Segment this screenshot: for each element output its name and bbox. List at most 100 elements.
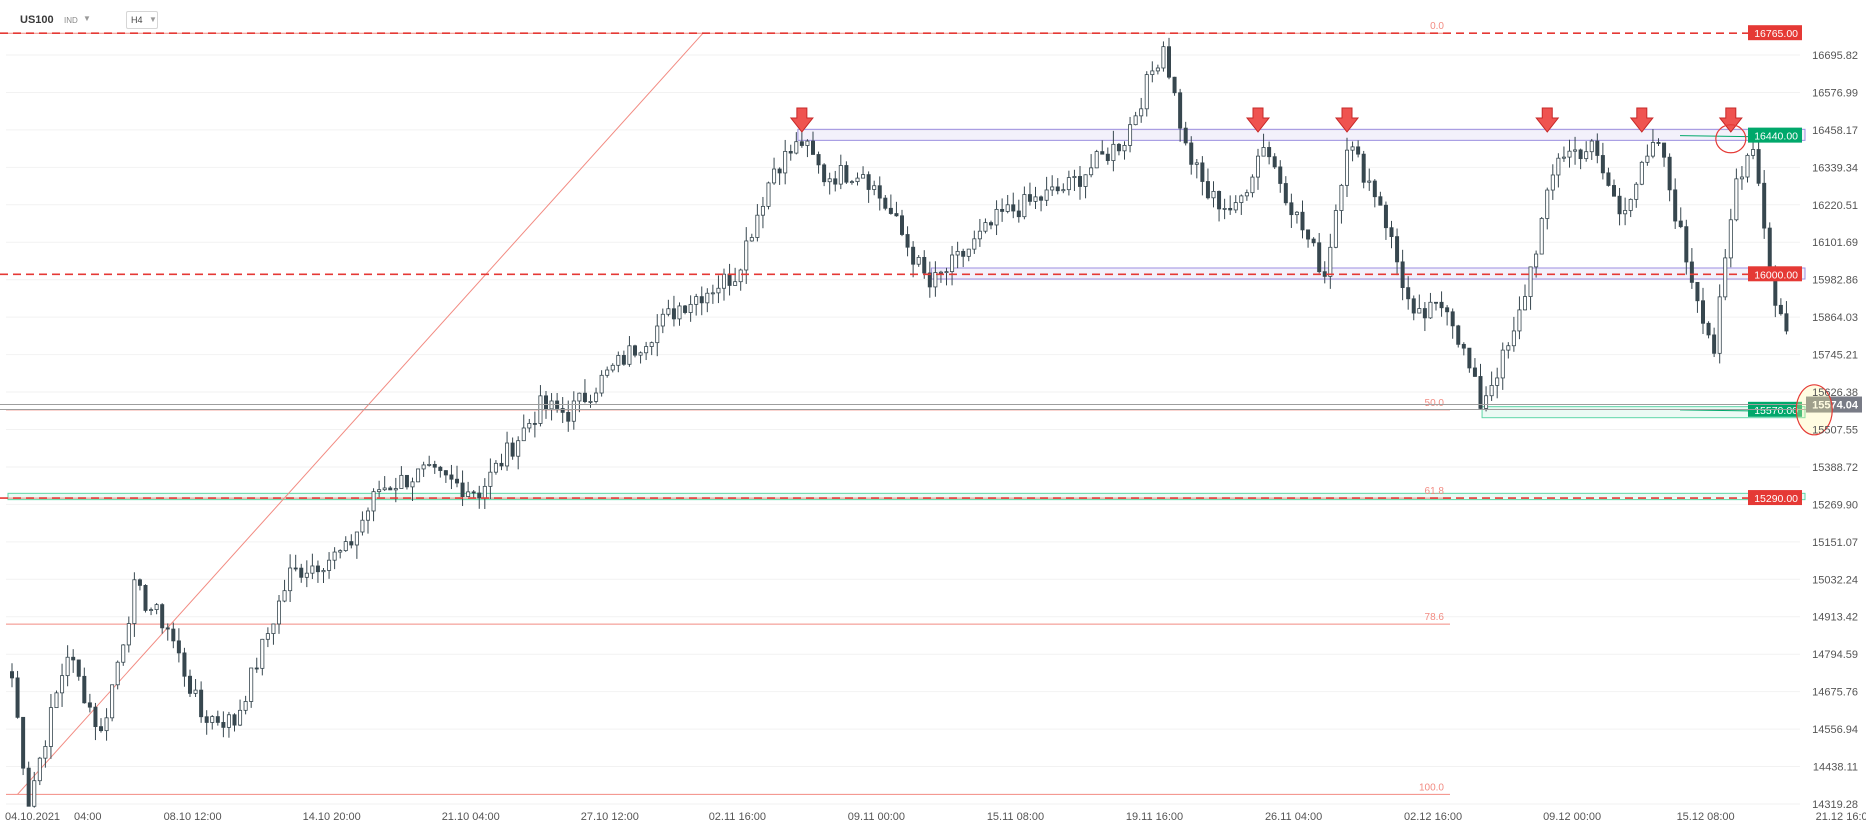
candle-body [1723, 257, 1728, 298]
candle-body [699, 296, 704, 304]
candle [532, 411, 537, 438]
candle [121, 644, 126, 666]
candle [1762, 170, 1767, 239]
candle-body [1517, 309, 1522, 332]
candle [527, 418, 532, 433]
candle [254, 657, 259, 673]
candle-body [733, 281, 738, 286]
candle [1256, 148, 1261, 190]
candle-body [1228, 207, 1233, 211]
candle [132, 572, 137, 637]
candle-body [332, 551, 337, 561]
candle [1333, 204, 1338, 249]
candle-body [299, 567, 304, 578]
candle [516, 436, 521, 470]
candle-body [888, 207, 893, 214]
candle-body [621, 355, 626, 365]
x-tick-label: 19.11 16:00 [1126, 811, 1183, 823]
candle [1328, 233, 1333, 289]
x-tick-label: 15.12 08:00 [1677, 811, 1735, 823]
candle [1272, 153, 1277, 170]
x-tick-label: 09.12 00:00 [1543, 811, 1601, 823]
candle-body [560, 408, 565, 413]
candle-body [1556, 157, 1561, 176]
candle [443, 470, 448, 483]
candle-body [1573, 149, 1578, 152]
candle-body [1534, 253, 1539, 268]
candle [1139, 97, 1144, 123]
candle-body [293, 567, 298, 570]
candle-body [87, 702, 92, 708]
candle-body [404, 474, 409, 488]
candle [911, 241, 916, 278]
candle [460, 470, 465, 507]
candle-body [738, 269, 743, 283]
y-tick-label: 15507.55 [1812, 425, 1858, 437]
candle [1378, 191, 1383, 206]
candle-body [1161, 46, 1166, 69]
candle-body [1506, 345, 1511, 351]
market-label: IND [64, 16, 78, 25]
candle-body [527, 423, 532, 429]
candle [1634, 182, 1639, 208]
candle [733, 267, 738, 286]
candle [143, 584, 148, 613]
candle-body [788, 151, 793, 154]
candle-body [488, 471, 493, 487]
candle [332, 547, 337, 570]
candle-body [1306, 229, 1311, 240]
candle-body [1322, 271, 1327, 277]
candle [616, 351, 621, 373]
candle-body [421, 464, 426, 470]
candle-body [1250, 176, 1255, 194]
candle [1756, 136, 1761, 187]
fib-label: 100.0 [1419, 782, 1444, 793]
candle-body [1261, 147, 1266, 157]
candle [1066, 170, 1071, 196]
candle-body [1528, 266, 1533, 297]
candle-body [822, 164, 827, 183]
candle-body [722, 273, 727, 289]
candle [1723, 248, 1728, 301]
candle-body [21, 716, 26, 769]
candle [1495, 367, 1500, 399]
candle [60, 663, 65, 707]
candle [989, 220, 994, 230]
candle-body [994, 208, 999, 226]
candle-body [54, 692, 59, 709]
candle-body [71, 656, 76, 661]
market-dropdown-icon[interactable]: ▼ [83, 14, 91, 23]
candle-body [955, 250, 960, 256]
candle [1389, 220, 1394, 249]
candle-body [48, 707, 53, 747]
candle-body [449, 474, 454, 480]
candle [994, 200, 999, 236]
candle-body [365, 510, 370, 521]
fib-label: 50.0 [1425, 398, 1445, 409]
y-tick-label: 14438.11 [1813, 762, 1858, 774]
candle [1267, 141, 1272, 165]
symbol-label[interactable]: US100 [20, 14, 54, 26]
timeframe-select[interactable]: H4 ▼ [126, 11, 158, 29]
candle-body [922, 256, 927, 274]
candle-body [1561, 156, 1566, 159]
candle-body [443, 470, 448, 476]
candle-body [1739, 176, 1744, 180]
candle [1784, 301, 1789, 335]
candle [1589, 138, 1594, 160]
candle-body [360, 519, 365, 533]
y-tick-label: 16458.17 [1812, 125, 1858, 137]
candle [1055, 178, 1060, 195]
candle [866, 171, 871, 203]
candle [1584, 141, 1589, 162]
candle-body [482, 485, 487, 499]
candle [655, 314, 660, 357]
candle-body [1050, 186, 1055, 191]
current-price-label: 15574.04 [1812, 400, 1859, 412]
candle-body [849, 181, 854, 184]
candle [115, 660, 120, 690]
candle-body [1595, 140, 1600, 156]
candle-body [1389, 227, 1394, 238]
candle [1161, 41, 1166, 72]
